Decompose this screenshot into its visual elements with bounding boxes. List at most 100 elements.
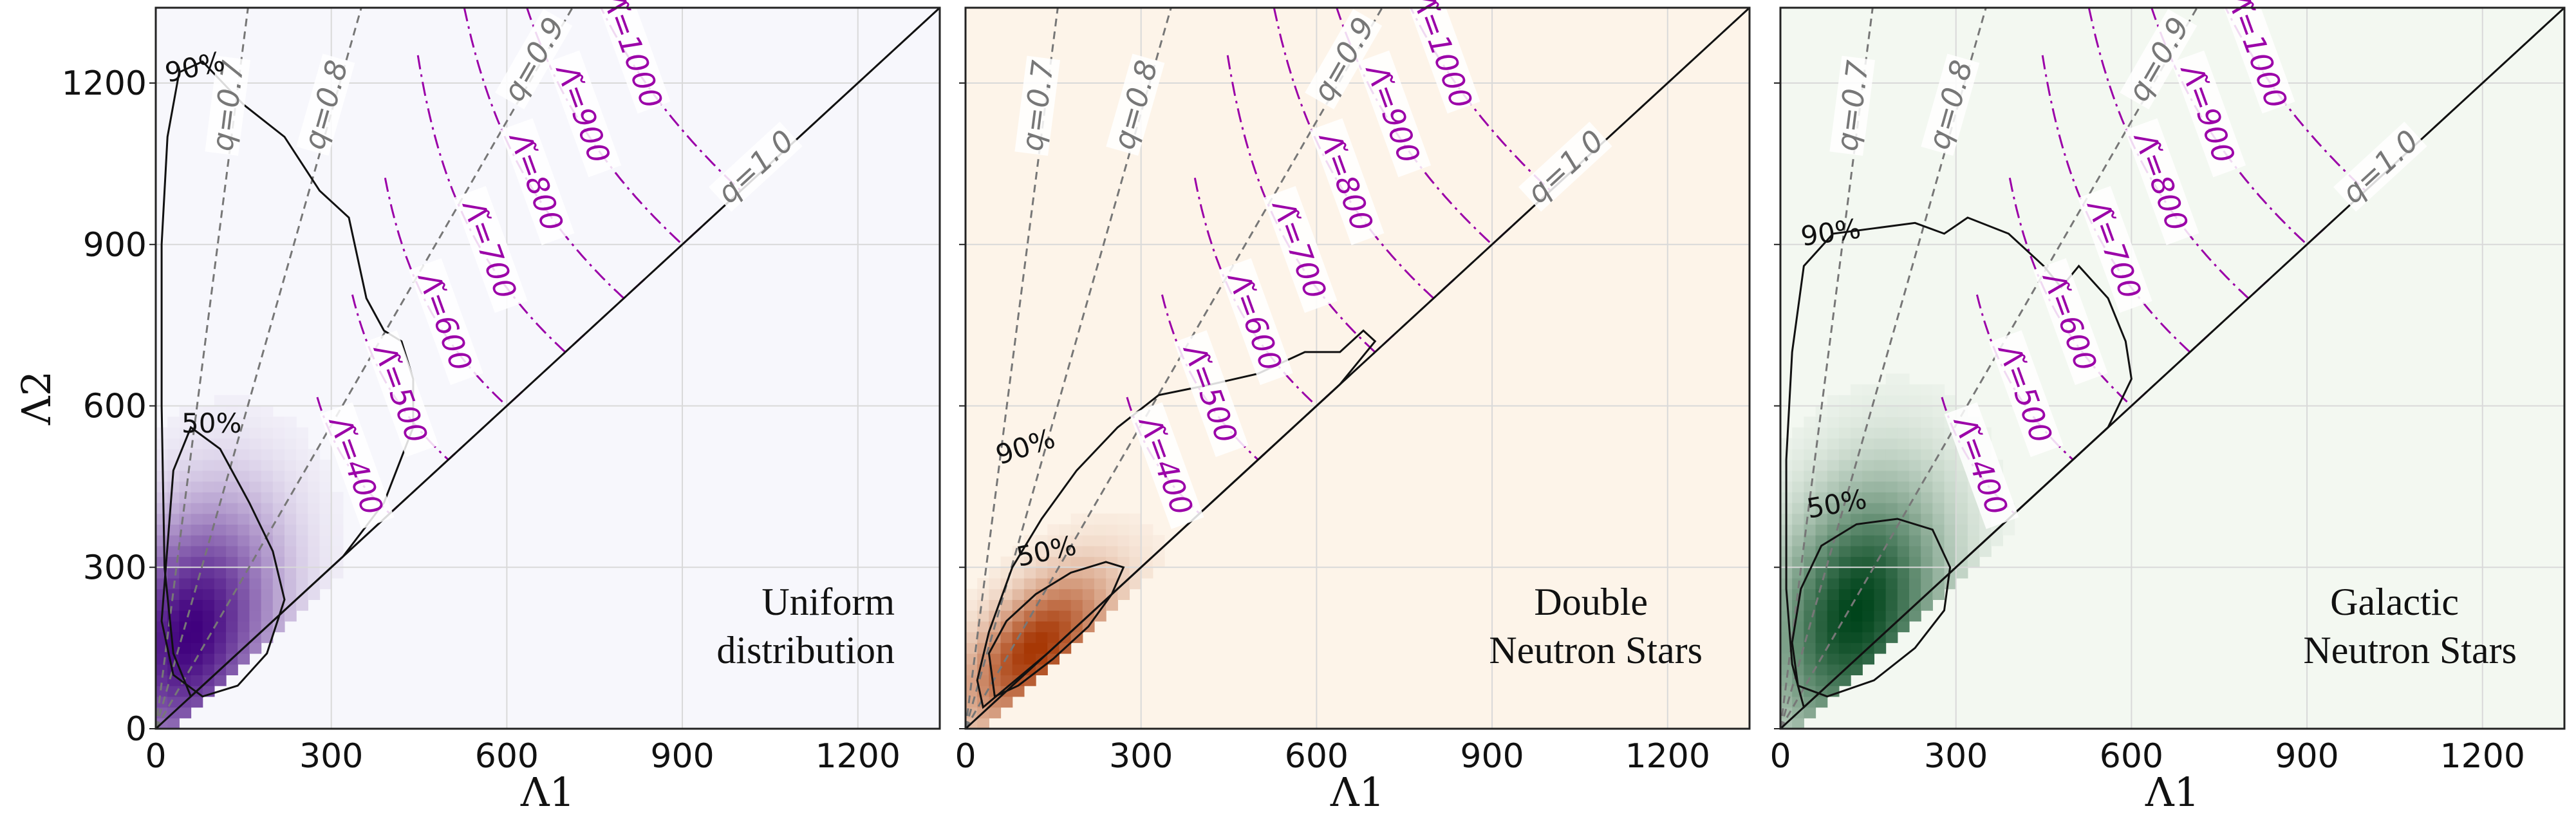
heat-cell: [1047, 535, 1060, 547]
label-backdrop: [408, 258, 483, 386]
heat-cell: [1955, 481, 1968, 492]
credible-contours: [1785, 216, 2133, 709]
heat-cell: [261, 632, 274, 643]
heat-cell: [1897, 577, 1910, 590]
heat-cell: [249, 535, 262, 547]
heat-cell: [1023, 653, 1036, 665]
heat-cell: [1815, 556, 1828, 568]
heat-cell: [1909, 545, 1921, 557]
q-line: [966, 8, 1383, 729]
heat-cell: [1094, 567, 1106, 579]
heat-cell: [1944, 438, 1957, 449]
panel-uniform: q=0.7 q=0.8 q=0.9q=1.0Λ̃=400Λ̃=500Λ̃=600Λ̃…: [13, 0, 941, 816]
heat-cell: [1885, 417, 1898, 428]
heat-cell: [1815, 621, 1828, 633]
diagonal-boundary: [1780, 8, 2564, 729]
heat-cell: [214, 470, 227, 482]
q-line: [156, 8, 574, 729]
heat-cell: [156, 513, 168, 525]
heat-cell: [1792, 513, 1804, 525]
heat-cell: [1000, 664, 1013, 676]
heat-cell: [202, 470, 215, 482]
heat-cell: [226, 460, 238, 471]
heat-cell: [1838, 556, 1851, 568]
heat-cell: [226, 406, 238, 417]
heat-cell: [1827, 481, 1840, 492]
heat-cell: [1838, 470, 1851, 482]
heat-cell: [261, 556, 274, 568]
heat-cell: [1827, 524, 1840, 536]
heat-cell: [1932, 470, 1945, 482]
heat-cell: [167, 524, 180, 536]
heat-cell: [191, 664, 203, 676]
heat-cell: [1070, 577, 1083, 590]
heat-cell: [1921, 438, 1933, 449]
heat-cell: [1059, 545, 1072, 557]
heat-cell: [1023, 567, 1036, 579]
heat-cell: [296, 502, 308, 514]
heat-cell: [284, 567, 297, 579]
heat-cell: [1944, 524, 1957, 536]
heat-cell: [1106, 524, 1118, 536]
heat-cell: [1129, 545, 1142, 557]
heat-cell: [1862, 438, 1875, 449]
heat-cell: [1106, 599, 1118, 611]
heat-cell: [1000, 621, 1013, 633]
heat-cell: [1792, 632, 1804, 643]
credible-contour: [987, 561, 1125, 698]
heat-cell: [1944, 492, 1957, 503]
heat-cell: [1059, 524, 1072, 536]
heat-cell: [179, 556, 192, 568]
label-backdrop: [1218, 258, 1293, 386]
heat-cell: [1921, 417, 1933, 428]
heat-cell: [1885, 406, 1898, 417]
heat-cell: [296, 449, 308, 460]
heat-cell: [1070, 588, 1083, 601]
heat-cell: [1862, 535, 1875, 547]
heat-cell: [272, 535, 285, 547]
heat-cell: [1885, 373, 1898, 385]
label-backdrop: [2124, 118, 2199, 245]
heat-cell: [1955, 470, 1968, 482]
label-backdrop: [595, 0, 671, 114]
heat-cell: [272, 449, 285, 460]
heat-cell: [966, 686, 978, 697]
heat-cell: [1885, 470, 1898, 482]
heat-cell: [1023, 556, 1036, 568]
heat-cell: [1012, 664, 1025, 676]
credible-contour: [1785, 216, 2133, 709]
heat-cell: [1851, 642, 1863, 654]
heat-cell: [1827, 599, 1840, 611]
heat-cell: [226, 664, 238, 676]
panel-frame: [964, 6, 1751, 730]
heat-cell: [1874, 556, 1887, 568]
heat-cell: [1792, 642, 1804, 654]
heat-cell: [191, 449, 203, 460]
heat-cell: [989, 675, 1002, 686]
heat-cell: [1885, 535, 1898, 547]
heat-cell: [989, 707, 1002, 718]
heat-cell: [202, 492, 215, 503]
lambda-tilde-line: [2041, 55, 2210, 353]
heat-cell: [284, 460, 297, 471]
heat-cell: [1862, 599, 1875, 611]
heat-cell: [296, 567, 308, 579]
heat-cell: [167, 545, 180, 557]
heat-cell: [191, 535, 203, 547]
heat-cell: [202, 610, 215, 622]
heat-cell: [1851, 577, 1863, 590]
heat-cell: [296, 599, 308, 611]
heat-cell: [1792, 567, 1804, 579]
heat-cell: [249, 492, 262, 503]
heat-cell: [308, 588, 321, 601]
heat-cell: [1944, 545, 1957, 557]
heat-cell: [156, 664, 168, 676]
heat-cell: [1082, 545, 1095, 557]
heat-cell: [989, 642, 1002, 654]
heat-cell: [191, 621, 203, 633]
heat-cell: [1838, 653, 1851, 665]
heat-cell: [1117, 556, 1130, 568]
heat-cell: [1827, 610, 1840, 622]
x-tick-label: 0: [955, 737, 976, 776]
y-tick-label: 300: [83, 548, 147, 587]
